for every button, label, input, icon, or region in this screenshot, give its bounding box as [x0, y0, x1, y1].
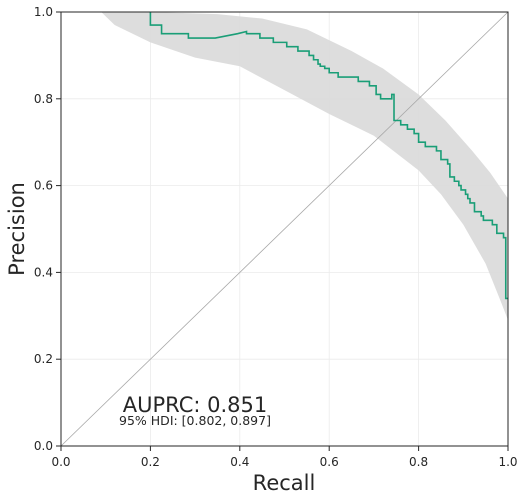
y-tick-label: 0.0 — [34, 439, 53, 453]
plot-border — [60, 11, 509, 447]
y-tick-label: 0.2 — [34, 352, 53, 366]
y-tick-label: 1.0 — [34, 5, 53, 19]
y-tick-label: 0.4 — [34, 265, 53, 279]
pr-curve-line — [149, 12, 508, 300]
x-tick-label: 1.0 — [498, 455, 517, 469]
reference-diagonal — [60, 11, 509, 447]
hdi-band — [101, 12, 508, 321]
diagonal-line — [60, 11, 509, 447]
x-tick-label: 0.6 — [320, 455, 339, 469]
x-tick-label: 0.4 — [230, 455, 249, 469]
hdi-label: 95% HDI: [0.802, 0.897] — [119, 413, 271, 428]
axis-ticks: 0.0 0.2 0.4 0.6 0.8 1.0 0.0 0.2 0.4 0.6 0.8 1.0 — [34, 5, 518, 469]
pr-curve-series — [149, 12, 508, 300]
hdi-band-area — [101, 12, 508, 321]
y-axis-label: Precision — [5, 182, 29, 276]
x-tick-label: 0.2 — [141, 455, 160, 469]
plot-frame — [60, 11, 509, 447]
auprc-label: AUPRC: 0.851 — [123, 393, 267, 417]
y-tick-label: 0.8 — [34, 92, 53, 106]
x-tick-label: 0.0 — [51, 455, 70, 469]
y-tick-label: 0.6 — [34, 179, 53, 193]
x-axis-label: Recall — [253, 471, 316, 495]
x-tick-label: 0.8 — [409, 455, 428, 469]
